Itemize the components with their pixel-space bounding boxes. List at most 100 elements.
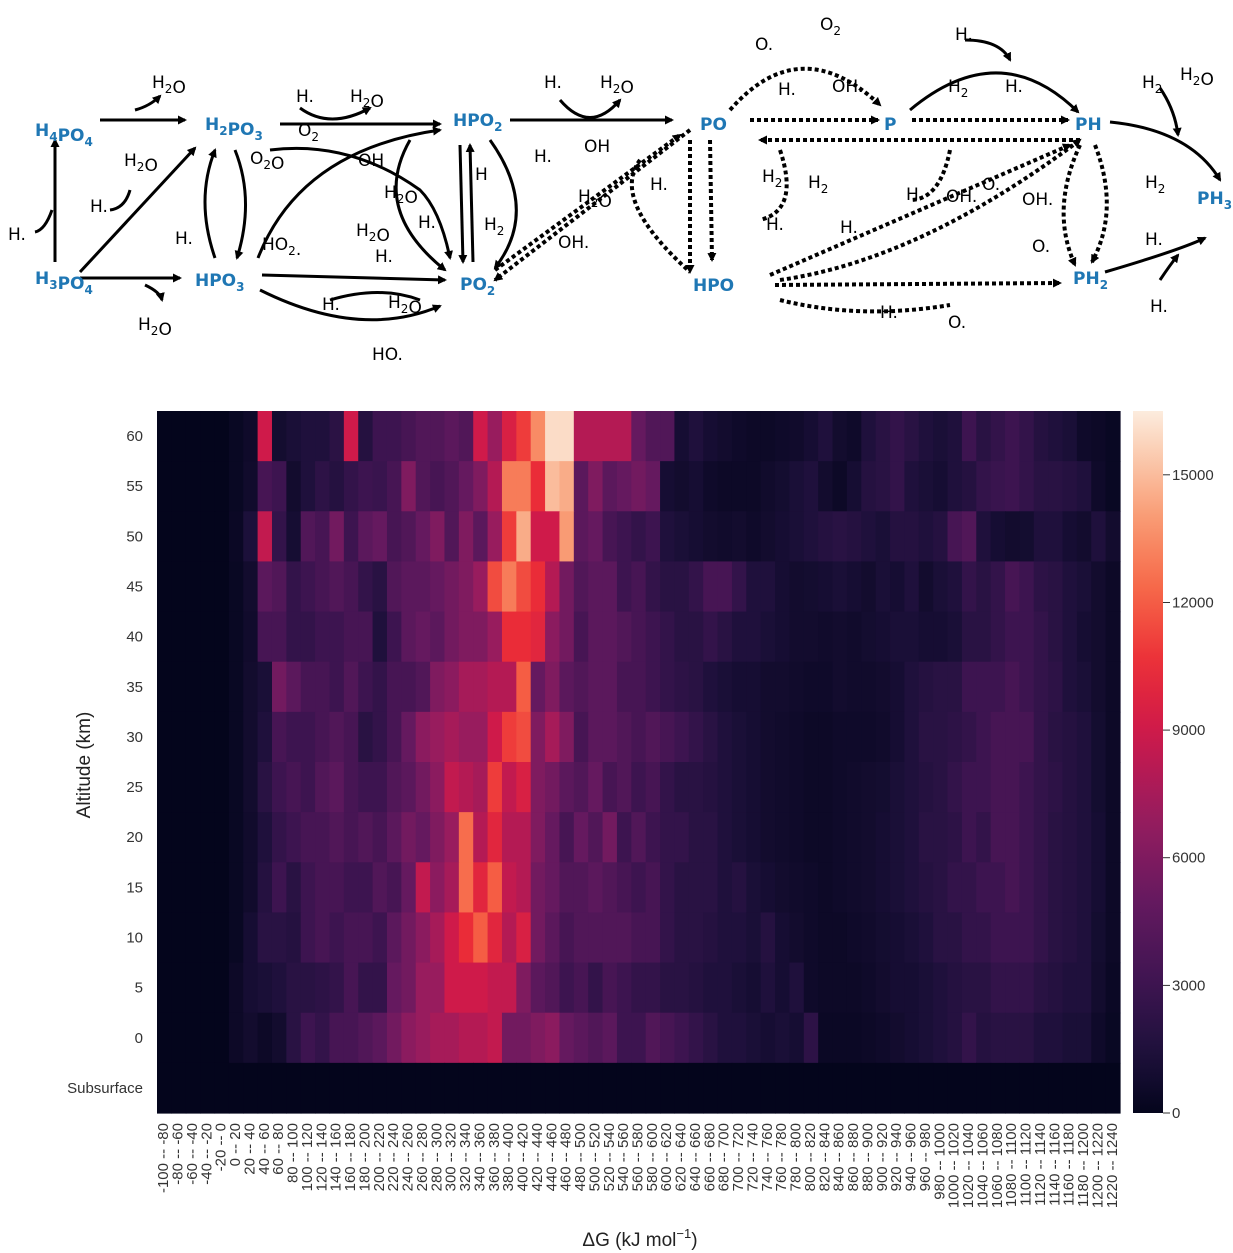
heatmap-cell <box>602 411 618 462</box>
x-tick-label: 820 -- 840 <box>816 1123 833 1191</box>
heatmap-cell <box>703 511 719 563</box>
heatmap-cell <box>904 561 920 613</box>
heatmap-cell <box>444 561 460 613</box>
heatmap-cell <box>228 611 244 663</box>
heatmap-cell <box>976 1012 992 1064</box>
heatmap-cell <box>602 1012 618 1064</box>
heatmap-cell <box>487 661 503 713</box>
heatmap-cell <box>171 1062 187 1114</box>
heatmap-cell <box>1019 561 1035 613</box>
heatmap-cell <box>631 661 647 713</box>
x-tick-label: 900 -- 920 <box>874 1123 891 1191</box>
heatmap-cell <box>243 762 259 813</box>
heatmap-cell <box>1048 711 1064 763</box>
heatmap-cell <box>674 511 690 563</box>
heatmap-cell <box>1005 862 1020 914</box>
heatmap-cell <box>803 411 819 462</box>
heatmap-cell <box>760 962 776 1014</box>
heatmap-cell <box>444 661 460 713</box>
heatmap-cell <box>588 461 604 512</box>
heatmap-cell <box>329 611 345 663</box>
heatmap-cell <box>961 962 977 1014</box>
heatmap-cell <box>904 912 920 964</box>
colorbar-tick-label: 3000 <box>1172 977 1205 994</box>
heatmap-cell <box>717 962 733 1014</box>
heatmap-cell <box>286 611 302 663</box>
heatmap-cell <box>861 661 877 713</box>
heatmap-cell <box>372 411 388 462</box>
heatmap-cell <box>875 1062 891 1114</box>
heatmap-cell <box>861 812 877 863</box>
heatmap-cell <box>257 912 273 964</box>
heatmap-cell <box>918 711 934 763</box>
heatmap-cell <box>286 762 302 813</box>
colorbar-tick-label: 9000 <box>1172 722 1205 739</box>
heatmap-cell <box>257 862 273 914</box>
colorbar-tick-label: 15000 <box>1172 467 1214 484</box>
heatmap-cell <box>645 762 661 813</box>
heatmap-cell <box>372 812 388 863</box>
heatmap-cell <box>674 962 690 1014</box>
heatmap-cell <box>1005 461 1020 512</box>
heatmap-cell <box>818 912 834 964</box>
heatmap-cell <box>760 461 776 512</box>
heatmap-cell <box>760 1012 776 1064</box>
heatmap-cell <box>545 411 561 462</box>
heatmap-cell <box>401 411 417 462</box>
heatmap-cell <box>473 561 489 613</box>
heatmap-cell <box>789 1012 805 1064</box>
x-tick-label: 360 -- 380 <box>486 1123 503 1191</box>
heatmap-cell <box>401 862 417 914</box>
heatmap-cell <box>271 461 287 512</box>
heatmap-cell <box>789 1062 805 1114</box>
heatmap-cell <box>1091 912 1107 964</box>
heatmap-cell <box>1048 812 1064 863</box>
heatmap-cell <box>271 1062 287 1114</box>
heatmap-cell <box>775 962 791 1014</box>
heatmap-cell <box>832 1062 848 1114</box>
heatmap-cell <box>832 711 848 763</box>
heatmap-cell <box>415 1012 431 1064</box>
heatmap-cell <box>559 1012 575 1064</box>
heatmap-cell <box>904 962 920 1014</box>
heatmap-cell <box>703 862 719 914</box>
heatmap-cell <box>1062 762 1078 813</box>
heatmap-cell <box>990 1062 1006 1114</box>
heatmap-cell <box>444 711 460 763</box>
heatmap-cell <box>214 411 230 462</box>
heatmap-cell <box>746 962 762 1014</box>
heatmap-cell <box>286 461 302 512</box>
heatmap-cell <box>372 1012 388 1064</box>
heatmap-cell <box>1033 862 1049 914</box>
heatmap-cell <box>961 611 977 663</box>
heatmap-cell <box>789 461 805 512</box>
heatmap-cell <box>1091 762 1107 813</box>
heatmap-cell <box>315 962 331 1014</box>
heatmap-cell <box>947 862 963 914</box>
heatmap-cell <box>775 762 791 813</box>
heatmap-cell <box>1076 461 1092 512</box>
x-tick-label: 1220 -- 1240 <box>1104 1123 1121 1208</box>
heatmap-cell <box>358 411 374 462</box>
heatmap-cell <box>214 611 230 663</box>
heatmap-cell <box>1033 1012 1049 1064</box>
heatmap-cell <box>616 1012 632 1064</box>
heatmap-cell <box>286 1062 302 1114</box>
x-tick-label: 980 -- 1000 <box>931 1123 948 1200</box>
x-tick-label: 1080 -- 1100 <box>1003 1123 1020 1207</box>
heatmap-cell <box>803 461 819 512</box>
heatmap-cell <box>473 812 489 863</box>
reagent-label: H2O <box>600 73 634 98</box>
heatmap-cell <box>329 962 345 1014</box>
heatmap-cell <box>329 862 345 914</box>
heatmap-cell <box>401 762 417 813</box>
heatmap-cell <box>458 762 474 813</box>
heatmap-cell <box>803 661 819 713</box>
heatmap-cell <box>343 411 359 462</box>
heatmap-cell <box>818 962 834 1014</box>
heatmap-cell <box>516 1012 532 1064</box>
heatmap-cell <box>358 762 374 813</box>
heatmap-cell <box>516 561 532 613</box>
heatmap-cell <box>890 711 905 763</box>
heatmap-cell <box>545 812 561 863</box>
